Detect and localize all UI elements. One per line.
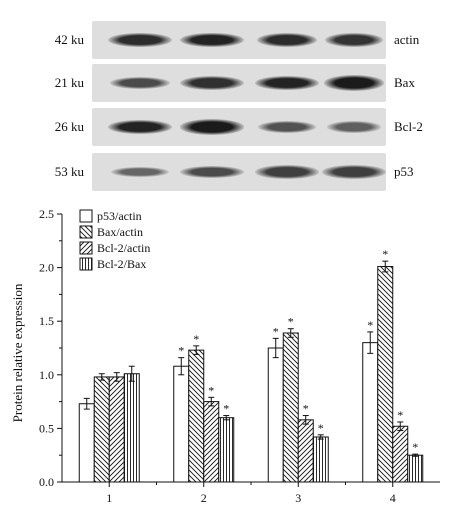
blot-band (255, 75, 319, 91)
chart-legend: p53/actin Bax/actin Bcl-2/actin Bcl-2/Bax (79, 209, 150, 271)
bar (407, 454, 424, 483)
blot-strip (92, 64, 386, 102)
y-tick-label: 1.5 (39, 314, 54, 328)
blot-band (180, 32, 244, 48)
significance-marker: * (178, 344, 184, 358)
x-tick-label: 2 (201, 491, 207, 505)
bar (312, 436, 329, 483)
significance-marker: * (273, 324, 279, 338)
bar (218, 417, 235, 483)
blot-row-bcl-2: 26 ku Bcl-2 (0, 107, 456, 147)
bar (78, 403, 95, 483)
significance-marker: * (318, 421, 324, 435)
blot-band (323, 75, 385, 91)
blot-band (111, 166, 169, 178)
significance-marker: * (223, 402, 229, 416)
blot-row-bax: 21 ku Bax (0, 63, 456, 103)
blot-band (322, 165, 386, 179)
blot-band (258, 121, 316, 133)
blot-row-actin: 42 ku actin (0, 20, 456, 60)
protein-label: p53 (394, 164, 414, 179)
bar (108, 376, 125, 483)
bar (377, 266, 394, 483)
protein-label: actin (394, 32, 420, 47)
blot-band (109, 76, 171, 90)
western-blot-panel: 42 ku actin 21 ku Bax 26 ku Bcl-2 53 ku p53 (0, 0, 456, 196)
legend-swatch (79, 209, 93, 223)
y-tick-label: 0.0 (39, 475, 54, 489)
bar (93, 376, 110, 483)
bar (282, 332, 299, 483)
protein-label: Bax (394, 75, 415, 90)
y-tick-label: 2.0 (39, 261, 54, 275)
blot-band (108, 32, 172, 48)
blot-band (108, 119, 172, 135)
significance-marker: * (382, 247, 388, 261)
blot-strip (92, 108, 386, 146)
blot-row-p53: 53 ku p53 (0, 152, 456, 192)
y-tick-label: 0.5 (39, 421, 54, 435)
bar (173, 365, 190, 483)
bar (203, 401, 220, 483)
significance-marker: * (397, 408, 403, 422)
bar (267, 347, 284, 483)
significance-marker: * (193, 332, 199, 346)
legend-label: Bcl-2/actin (97, 241, 150, 255)
significance-marker: * (412, 440, 418, 454)
bar (297, 419, 314, 483)
blot-band (180, 119, 244, 135)
bar-chart: 0.0 0.5 1.0 1.5 2.0 2.5 Protein relative expre… (10, 207, 440, 505)
legend-swatch (79, 225, 93, 239)
significance-marker: * (288, 315, 294, 329)
x-tick-label: 3 (295, 491, 301, 505)
significance-marker: * (208, 383, 214, 397)
molecular-weight-label: 53 ku (54, 164, 84, 179)
blot-band (325, 33, 383, 47)
molecular-weight-label: 42 ku (54, 32, 84, 47)
blot-band (180, 76, 244, 90)
significance-marker: * (367, 318, 373, 332)
protein-label: Bcl-2 (394, 119, 423, 134)
bar (392, 425, 409, 483)
significance-marker: * (303, 402, 309, 416)
chart-axes: 0.0 0.5 1.0 1.5 2.0 2.5 Protein relative expre… (10, 207, 440, 505)
x-tick-label: 4 (390, 491, 396, 505)
y-tick-label: 1.0 (39, 368, 54, 382)
legend-label: p53/actin (97, 209, 142, 223)
blot-band (255, 165, 319, 179)
bar (188, 349, 205, 483)
molecular-weight-label: 21 ku (54, 75, 84, 90)
blot-band (180, 165, 244, 179)
blot-band (256, 32, 318, 48)
legend-label: Bax/actin (97, 225, 143, 239)
blot-strip (92, 153, 386, 191)
y-tick-label: 2.5 (39, 207, 54, 221)
chart-bars: * * * * * * * * * * * * (78, 247, 424, 483)
blot-strip (92, 21, 386, 59)
legend-label: Bcl-2/Bax (97, 257, 146, 271)
y-axis-label: Protein relative expression (10, 283, 25, 422)
blot-band (326, 121, 382, 133)
bar (123, 373, 140, 483)
legend-swatch (79, 241, 93, 255)
x-tick-label: 1 (106, 491, 112, 505)
molecular-weight-label: 26 ku (54, 119, 84, 134)
legend-swatch (79, 257, 93, 271)
bar (362, 342, 379, 483)
